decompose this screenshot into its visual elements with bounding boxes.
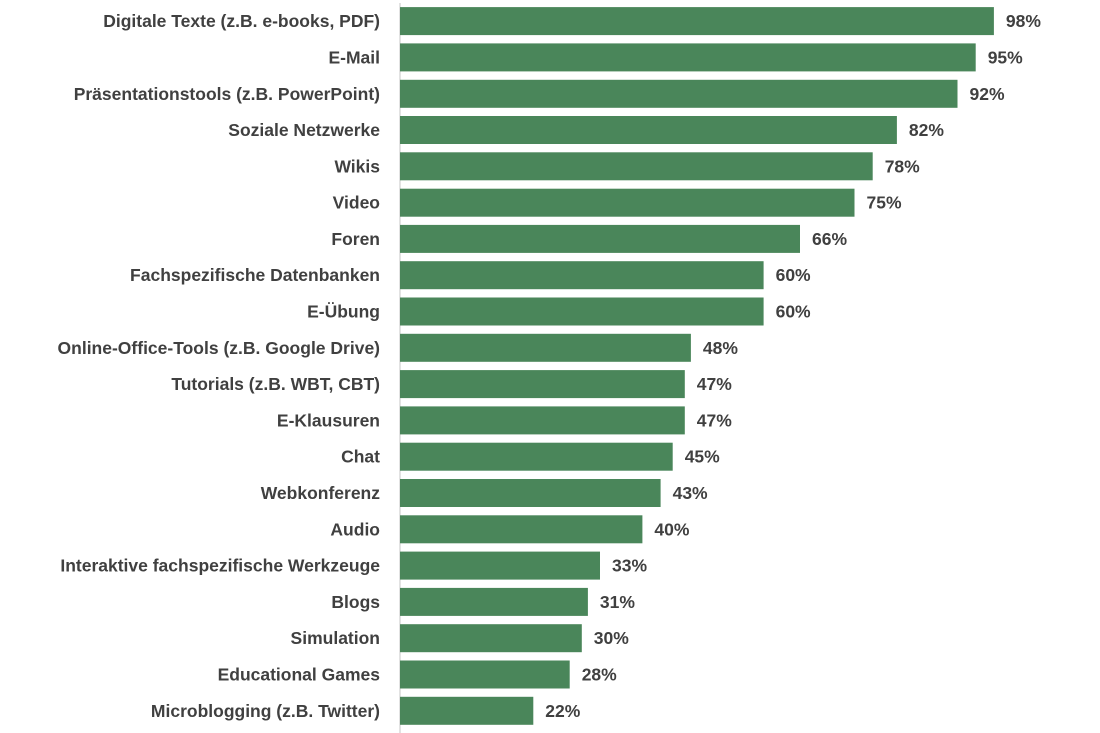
category-label: Simulation	[291, 628, 380, 648]
data-label: 48%	[703, 338, 738, 358]
category-label: Educational Games	[218, 665, 381, 685]
category-label: Webkonferenz	[261, 483, 381, 503]
category-label: Microblogging (z.B. Twitter)	[151, 701, 380, 721]
bar	[400, 406, 685, 435]
category-label: E-Übung	[307, 302, 380, 322]
bar	[400, 660, 570, 689]
data-label: 22%	[545, 701, 580, 721]
bar	[400, 442, 673, 471]
bar	[400, 551, 600, 580]
bar	[400, 7, 994, 36]
category-label: Blogs	[331, 592, 380, 612]
category-label: Interaktive fachspezifische Werkzeuge	[60, 556, 380, 576]
category-label: E-Klausuren	[277, 410, 380, 430]
bar	[400, 43, 976, 72]
bar	[400, 696, 534, 725]
bar	[400, 587, 588, 616]
category-label: Video	[333, 193, 380, 213]
category-label: E-Mail	[328, 47, 380, 67]
data-label: 40%	[654, 519, 689, 539]
data-label: 47%	[697, 374, 732, 394]
data-label: 82%	[909, 120, 944, 140]
category-label: Fachspezifische Datenbanken	[130, 265, 380, 285]
category-label: Digitale Texte (z.B. e-books, PDF)	[103, 11, 380, 31]
bar	[400, 333, 691, 362]
category-label: Online-Office-Tools (z.B. Google Drive)	[58, 338, 380, 358]
bar	[400, 188, 855, 217]
bar	[400, 261, 764, 290]
data-label: 43%	[673, 483, 708, 503]
bar	[400, 152, 873, 181]
category-label: Foren	[331, 229, 380, 249]
category-label: Tutorials (z.B. WBT, CBT)	[171, 374, 380, 394]
data-label: 98%	[1006, 11, 1041, 31]
category-label: Chat	[341, 447, 380, 467]
data-label: 28%	[582, 665, 617, 685]
bar	[400, 370, 685, 399]
data-label: 92%	[970, 84, 1005, 104]
data-label: 66%	[812, 229, 847, 249]
data-label: 31%	[600, 592, 635, 612]
bar	[400, 224, 800, 253]
value-label-group: 98%95%92%82%78%75%66%60%60%48%47%47%45%4…	[545, 11, 1041, 721]
data-label: 75%	[867, 193, 902, 213]
category-label: Soziale Netzwerke	[228, 120, 380, 140]
bar	[400, 297, 764, 326]
bar	[400, 79, 958, 108]
category-label: Präsentationstools (z.B. PowerPoint)	[74, 84, 380, 104]
bar	[400, 624, 582, 653]
data-label: 47%	[697, 410, 732, 430]
data-label: 95%	[988, 47, 1023, 67]
bar	[400, 515, 643, 544]
bar	[400, 479, 661, 507]
data-label: 45%	[685, 447, 720, 467]
bar-group	[400, 7, 994, 725]
category-label: Audio	[330, 519, 380, 539]
data-label: 78%	[885, 156, 920, 176]
category-label: Wikis	[334, 156, 380, 176]
data-label: 33%	[612, 556, 647, 576]
data-label: 60%	[776, 302, 811, 322]
category-label-group: Digitale Texte (z.B. e-books, PDF) E-Mail…	[58, 11, 381, 721]
data-label: 30%	[594, 628, 629, 648]
data-label: 60%	[776, 265, 811, 285]
bar	[400, 116, 897, 144]
